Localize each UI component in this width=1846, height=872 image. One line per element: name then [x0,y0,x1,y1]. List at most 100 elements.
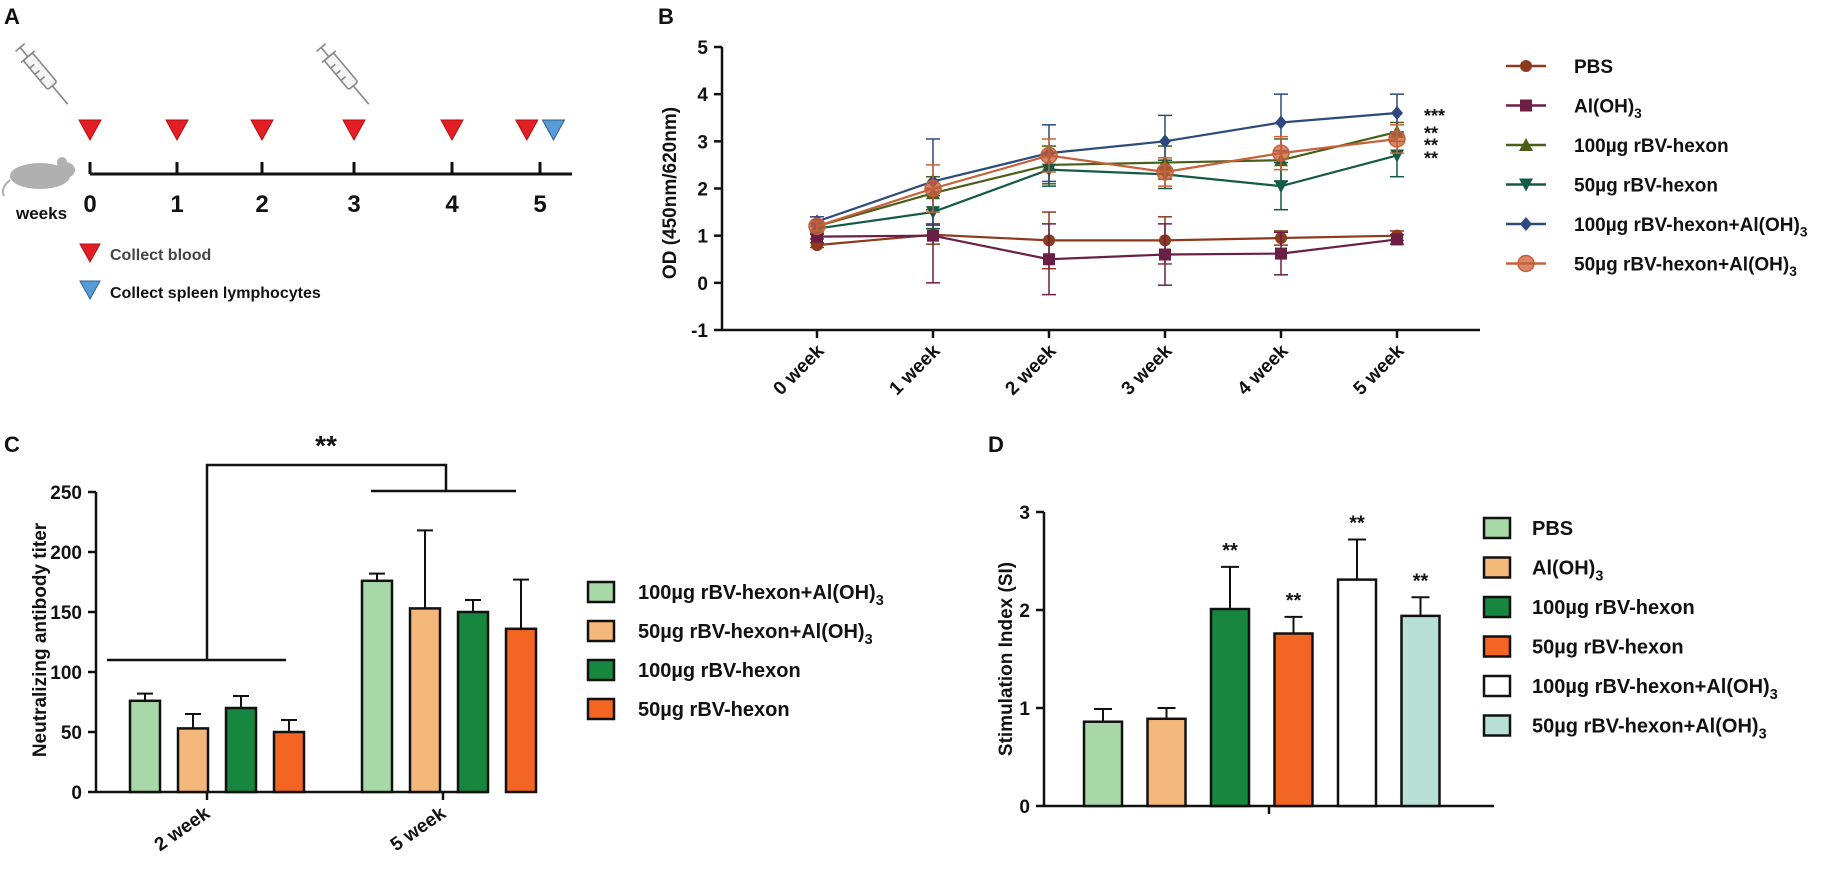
diamond-marker [1520,217,1532,231]
legend-label: 50µg rBV-hexon [638,699,790,721]
bar [128,699,162,794]
chart-c-legend: 100µg rBV-hexon+Al(OH)3 50µg rBV-hexon+Al… [586,580,884,721]
legend-collect-spleen: Collect spleen lymphocytes [110,285,321,302]
legend-label: 100µg rBV-hexon+Al(OH)3 [638,582,884,609]
panel-a-letter: A [4,4,20,29]
blood-collection-marker [514,119,539,142]
legend-swatch [586,658,616,682]
bar [176,727,210,794]
circle-marker [808,217,826,235]
chart-d-significance: ** [1222,540,1238,562]
legend-label: 100µg rBV-hexon [1574,136,1729,157]
chart-b-x-tick-label: 1 week [886,340,945,399]
chart-d-significance: ** [1286,590,1302,612]
chart-c-ylabel: Neutralizing antibody titer [30,522,51,757]
chart-b-x-tick-label: 5 week [1350,340,1409,399]
diamond-marker [1275,115,1287,130]
chart-b-x-tick-label: 4 week [1234,340,1293,399]
timeline-tick-label: 1 [170,191,183,218]
square-marker [1391,233,1403,246]
triangle-marker [1519,138,1533,151]
chart-b-y-tick-label: 5 [697,38,708,59]
chart-c-significance: ** [107,430,516,662]
chart-b-significance: ** [1424,124,1438,144]
chart-b-y-tick-label: 1 [697,227,708,248]
chart-d-ylabel: Stimulation Index (SI) [996,562,1017,756]
chart-b-legend: PBS Al(OH)3 100µg rBV-hexon 50µg rBV-hexon 1… [1506,57,1808,279]
chart-d-y-tick-label: 3 [1019,503,1030,524]
square-marker [1275,247,1287,260]
circle-marker [1388,130,1406,148]
bar [504,627,538,794]
panel-c: C Neutralizing antibody titer 0 50 100 150 2… [4,430,884,856]
legend-collect-blood: Collect blood [110,247,211,264]
circle-marker [1520,60,1532,72]
chart-b-series: ********* [808,93,1445,296]
legend-swatch [1482,714,1512,737]
legend-swatch [1482,516,1512,540]
bar [408,607,442,794]
blood-collection-marker [342,119,366,142]
bar [1146,717,1187,808]
chart-c-bars [128,529,538,794]
legend-label: 100µg rBV-hexon [1532,597,1695,619]
square-marker [1520,99,1532,112]
legend-label: 100µg rBV-hexon+Al(OH)3 [1574,215,1808,240]
square-marker [1159,248,1171,261]
chart-d-significance: ** [1349,512,1365,534]
panel-d: D Stimulation Index (SI) 0 1 2 3 ** ** ** ** P… [988,432,1778,818]
diamond-marker [1159,134,1171,149]
chart-d-y-tick-label: 1 [1019,699,1030,720]
series-al-oh-3 [810,187,1404,296]
legend-label: PBS [1532,518,1573,540]
legend-label: Al(OH)3 [1532,558,1603,585]
legend-label: 50µg rBV-hexon+Al(OH)3 [638,621,873,648]
syringe-icon [316,43,370,105]
chart-b-y-tick-label: 4 [697,85,708,106]
chart-d-y-tick-label: 0 [1019,797,1030,818]
legend-label: 100µg rBV-hexon+Al(OH)3 [1532,676,1778,703]
chart-b-significance: ** [1424,149,1438,169]
legend-label: Al(OH)3 [1574,97,1642,122]
bar [272,730,306,794]
chart-c-x-tick-label: 5 week [387,803,450,856]
legend-label: 50µg rBV-hexon [1574,176,1718,197]
panel-b-letter: B [658,4,674,29]
blood-collection-marker [250,119,274,142]
chart-d-y-tick-label: 2 [1019,601,1030,622]
timeline-tick-label: 4 [445,191,459,218]
chart-b-x-tick-label: 0 week [770,340,829,399]
timeline-markers [78,119,566,142]
chart-b-x-tick-label: 3 week [1118,340,1177,399]
series-line [816,111,1398,223]
legend-swatch [1482,674,1512,698]
legend-swatch [1482,556,1512,579]
mouse-icon [1,157,75,197]
triangle-down-marker [1274,180,1288,194]
series-pbs [810,211,1404,270]
timeline-tick-label: 2 [255,191,268,218]
bar [456,610,490,794]
circle-marker [1272,144,1290,162]
square-marker [927,229,939,242]
series-line [816,234,1398,261]
timeline-tick-label: 5 [533,191,546,218]
legend-swatch [1482,595,1512,619]
timeline-tick-label: 0 [83,191,96,218]
panel-b: B OD (450nm/620nm) -1 0 1 2 3 4 5 0 week 1 week 2… [658,4,1808,400]
legend-swatch [1482,635,1512,658]
chart-c-significance: ** [315,430,337,461]
chart-d-bars: ** ** ** ** [1082,512,1441,808]
chart-b-axes: -1 0 1 2 3 4 5 0 week 1 week 2 week 3 week 4 week 5 … [691,38,1480,400]
bar [1209,607,1251,808]
bar [360,579,394,794]
chart-b-significance: ** [1424,135,1438,155]
series-50ug-rbv-hexon-al-oh-3 [808,124,1406,235]
bar [224,706,258,794]
legend-label: PBS [1574,57,1613,78]
red-triangle-icon [79,243,101,264]
chart-b-y-tick-label: 0 [697,274,708,295]
blood-collection-marker [165,119,189,142]
legend-label: 100µg rBV-hexon [638,660,801,682]
chart-b-x-tick-label: 2 week [1002,340,1061,399]
